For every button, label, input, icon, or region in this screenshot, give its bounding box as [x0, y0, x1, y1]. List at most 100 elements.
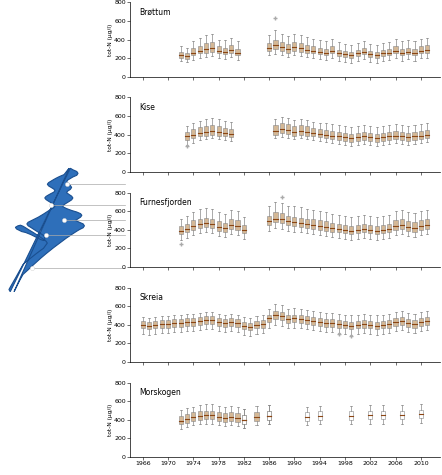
Bar [406, 319, 410, 327]
Bar [286, 216, 290, 225]
Bar [242, 415, 246, 424]
Bar [425, 317, 429, 325]
Bar [217, 46, 221, 54]
Bar [381, 50, 385, 56]
Bar [153, 321, 157, 328]
Bar [393, 46, 398, 54]
Bar [387, 49, 391, 55]
Bar [330, 223, 335, 231]
Y-axis label: tot-N (μg/l): tot-N (μg/l) [108, 309, 113, 341]
Bar [292, 217, 297, 226]
Bar [292, 314, 297, 322]
Bar [419, 409, 423, 418]
Bar [179, 416, 183, 425]
Bar [191, 48, 195, 55]
Bar [355, 321, 360, 328]
Bar [223, 223, 227, 231]
Bar [330, 46, 335, 54]
Bar [393, 220, 398, 229]
Bar [191, 220, 195, 229]
Bar [210, 410, 214, 419]
Bar [223, 48, 227, 54]
Bar [311, 219, 316, 229]
Bar [349, 133, 353, 142]
Bar [318, 48, 322, 54]
Bar [198, 317, 202, 325]
Bar [185, 318, 189, 326]
Bar [349, 411, 353, 420]
Bar [191, 412, 195, 421]
Bar [198, 46, 202, 54]
Bar [368, 410, 372, 419]
Bar [229, 412, 233, 421]
Bar [330, 131, 335, 139]
Bar [274, 39, 278, 49]
Bar [286, 44, 290, 53]
Bar [305, 218, 309, 228]
Text: Brøttum: Brøttum [139, 8, 171, 17]
Bar [318, 129, 322, 137]
Bar [374, 322, 379, 329]
Bar [147, 322, 151, 329]
Bar [223, 319, 227, 327]
Bar [355, 225, 360, 233]
Bar [185, 414, 189, 423]
Bar [248, 323, 252, 330]
Bar [400, 410, 404, 419]
Bar [198, 127, 202, 136]
Bar [229, 219, 233, 229]
Bar [274, 212, 278, 222]
Y-axis label: tot-N (μg/l): tot-N (μg/l) [108, 23, 113, 56]
Bar [349, 322, 353, 329]
Bar [374, 226, 379, 234]
Bar [255, 412, 259, 421]
Bar [305, 126, 309, 135]
Bar [223, 413, 227, 422]
Bar [179, 226, 183, 234]
Polygon shape [9, 168, 84, 292]
Bar [393, 131, 398, 139]
Bar [280, 213, 284, 223]
Bar [362, 224, 366, 232]
Bar [210, 125, 214, 134]
Text: Skreia: Skreia [139, 293, 164, 302]
Bar [166, 320, 170, 328]
Bar [185, 224, 189, 232]
Bar [381, 410, 385, 419]
Bar [236, 319, 240, 327]
Bar [387, 132, 391, 140]
Bar [368, 133, 372, 141]
Bar [381, 133, 385, 141]
Bar [217, 318, 221, 326]
Bar [412, 132, 416, 140]
Bar [179, 319, 183, 327]
Bar [198, 411, 202, 420]
Bar [210, 218, 214, 228]
Bar [381, 225, 385, 233]
Bar [368, 51, 372, 57]
Bar [267, 216, 271, 225]
Bar [318, 318, 322, 326]
Bar [362, 320, 366, 328]
Bar [236, 49, 240, 55]
Bar [280, 124, 284, 133]
Bar [141, 321, 145, 328]
Text: Kise: Kise [139, 103, 155, 112]
Bar [318, 411, 322, 420]
Bar [305, 412, 309, 421]
Bar [419, 220, 423, 229]
Bar [419, 318, 423, 326]
Bar [267, 411, 271, 420]
Bar [242, 322, 246, 329]
Bar [374, 133, 379, 142]
Bar [217, 126, 221, 135]
Bar [286, 124, 290, 133]
Bar [242, 415, 246, 424]
Bar [311, 46, 316, 54]
Bar [299, 315, 303, 323]
Bar [400, 317, 404, 325]
Bar [267, 43, 271, 51]
Bar [305, 316, 309, 324]
Bar [280, 312, 284, 320]
Bar [349, 226, 353, 234]
